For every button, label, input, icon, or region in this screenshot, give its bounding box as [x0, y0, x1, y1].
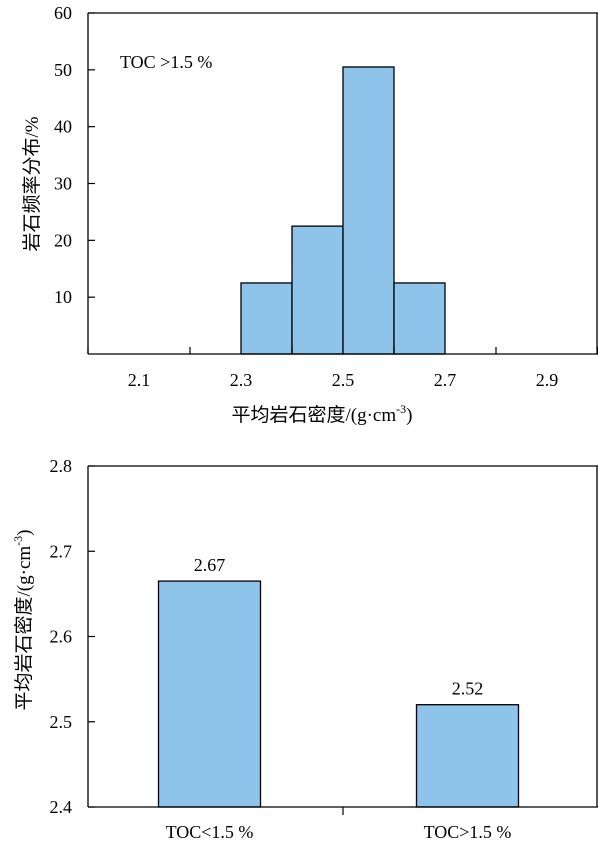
bar-chart-y-axis-title-exponent: -3 [11, 536, 25, 546]
bar-chart-y-axis-title-main: 平均岩石密度/(g·cm [13, 546, 35, 711]
histogram-y-axis-title: 岩石频率分布/% [21, 116, 43, 251]
histogram-x-tick-label: 2.1 [128, 370, 151, 390]
bar-0 [157, 580, 262, 808]
bar-category-label-1: TOC>1.5 % [424, 822, 512, 842]
bar-data-label-0: 2.67 [194, 555, 226, 575]
histogram-bin-0 [240, 282, 293, 355]
bar-chart-y-tick-label: 2.7 [50, 541, 73, 561]
histogram-bin-3 [393, 282, 446, 355]
bar-chart: 2.67 2.52 2.4 2.5 2.6 2.7 2.8 TOC<1.5 % TOC>1.… [11, 456, 598, 842]
histogram-y-tick-label: 40 [54, 117, 72, 137]
histogram-y-tick-label: 30 [54, 174, 72, 194]
histogram-y-tick-label: 20 [54, 230, 72, 250]
histogram-y-tick-label: 60 [54, 3, 72, 23]
histogram-bin-1 [291, 225, 344, 355]
bar-chart-y-tick-label: 2.6 [50, 627, 73, 647]
bar-data-label-1: 2.52 [452, 679, 484, 699]
histogram-x-tick-label: 2.5 [332, 370, 355, 390]
histogram-y-tick-label: 10 [54, 287, 72, 307]
bar-chart-y-tick-label: 2.5 [50, 712, 73, 732]
histogram-x-tick-label: 2.9 [536, 370, 559, 390]
histogram-x-tick-label: 2.3 [230, 370, 253, 390]
histogram-x-axis-title-main: 平均岩石密度/(g·cm [232, 404, 397, 426]
histogram-y-tick-label: 50 [54, 60, 72, 80]
bar-chart-y-tick-label: 2.4 [50, 797, 73, 817]
histogram-x-axis-title: 平均岩石密度/(g·cm-3) [232, 402, 413, 426]
histogram-x-axis-title-close: ) [406, 405, 412, 426]
histogram-x-axis-title-exponent: -3 [396, 402, 406, 416]
bar-chart-y-tick-label: 2.8 [50, 456, 73, 476]
bar-chart-y-axis-title: 平均岩石密度/(g·cm-3) [11, 530, 35, 711]
bar-category-label-0: TOC<1.5 % [166, 822, 254, 842]
histogram-bin-2 [342, 66, 395, 355]
bar-1 [415, 704, 520, 808]
bar-chart-y-axis-title-close: ) [14, 530, 35, 536]
histogram-x-tick-label: 2.7 [434, 370, 457, 390]
histogram-annotation: TOC >1.5 % [120, 52, 212, 72]
